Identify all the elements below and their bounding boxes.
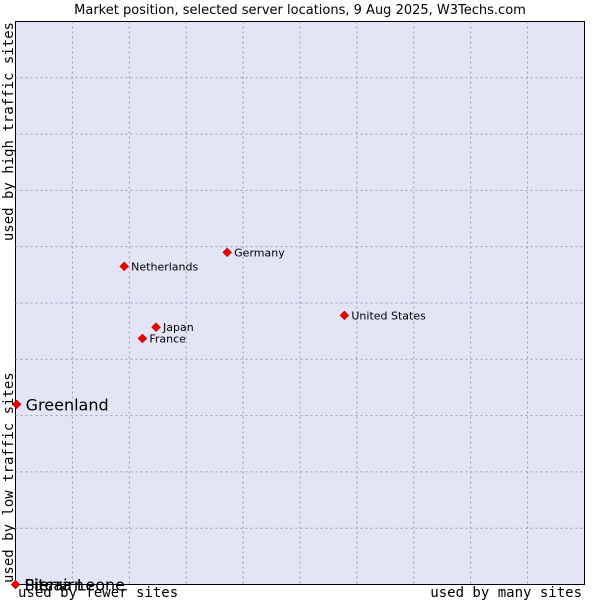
grid-lines [15,21,585,585]
x-axis-label-high: used by many sites [430,585,582,600]
point-label-france: France [149,332,186,345]
chart-title: Market position, selected server locatio… [74,3,526,18]
point-label-greenland: Greenland [26,395,109,414]
point-label-germany: Germany [234,246,285,259]
point-label-pitcairn: Pitcairn [25,576,85,595]
point-label-japan: Japan [162,321,194,334]
y-axis-label-low: used by low traffic sites [1,372,17,583]
point-marker-sierra-leone [10,579,21,590]
point-marker-germany [222,247,233,258]
point-label-sierra-leone: Sierra Leone [25,576,125,595]
point-marker-japan [151,322,161,333]
point-marker-netherlands [119,261,130,272]
point-marker-united-states [339,310,350,321]
point-marker-france [137,333,148,344]
x-axis-label-low: used by fewer sites [18,585,178,600]
data-points: Germany Netherlands United States JapanFran… [10,246,426,595]
point-label-united-states: United States [351,309,426,322]
y-axis-label-high: used by high traffic sites [1,22,17,241]
point-marker-greenland [11,399,22,410]
point-label-netherlands: Netherlands [131,260,198,273]
